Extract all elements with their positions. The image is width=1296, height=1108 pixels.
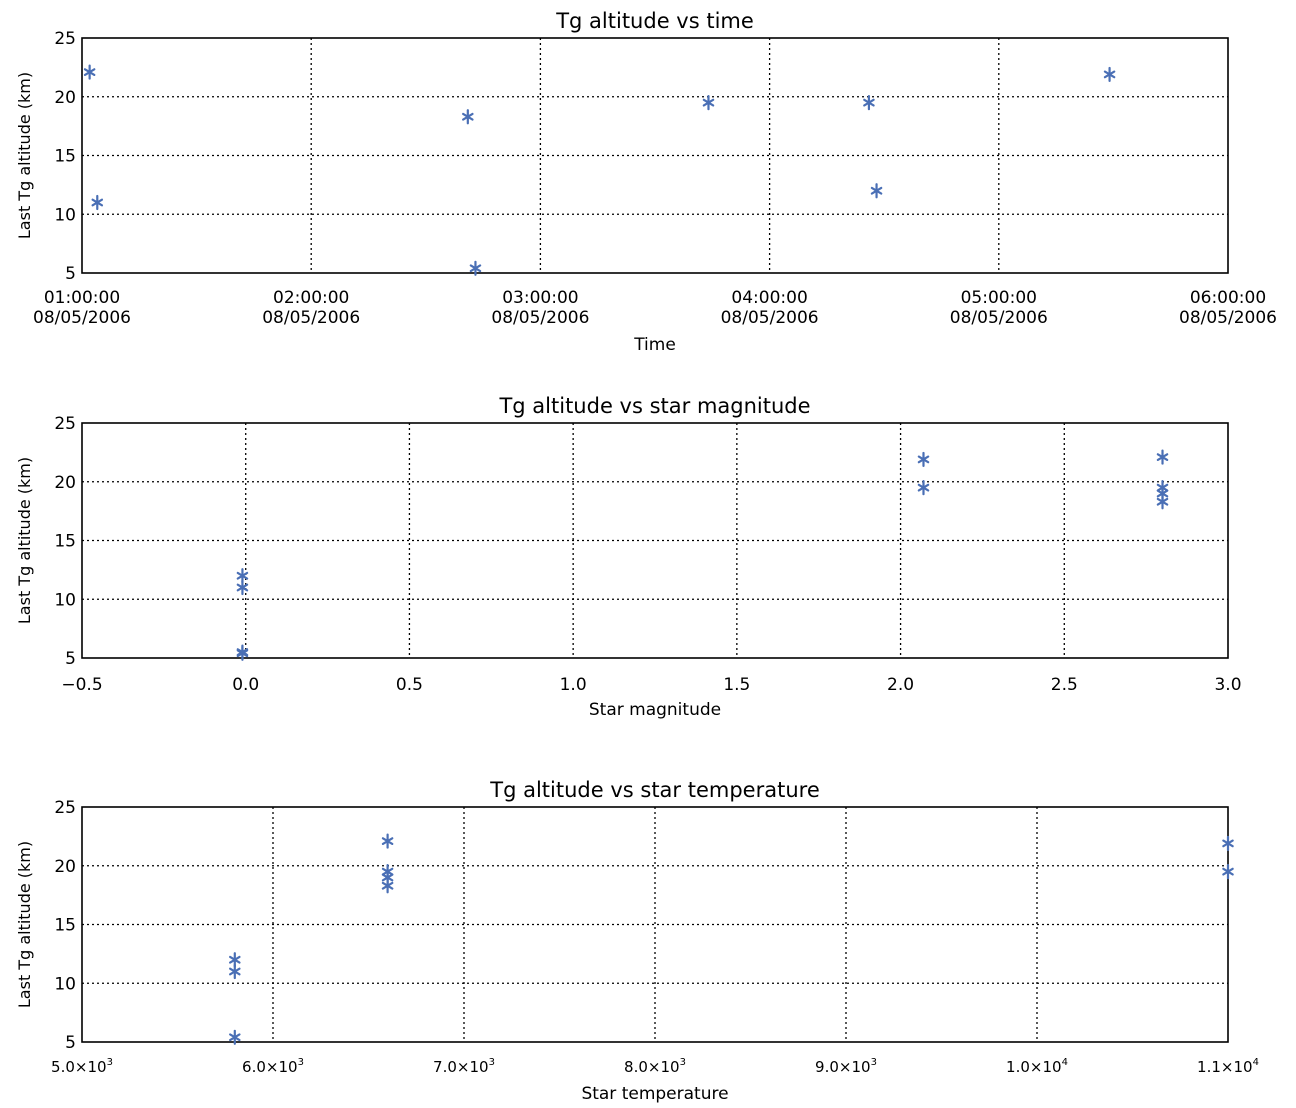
data-point xyxy=(1222,835,1234,852)
chart-title: Tg altitude vs star magnitude xyxy=(498,394,810,418)
data-point xyxy=(469,260,482,276)
data-point xyxy=(917,451,930,468)
x-tick-mantissa: 5.0×10 xyxy=(51,1058,107,1076)
x-tick-exponent: 3 xyxy=(489,1057,495,1068)
y-tick-label: 25 xyxy=(54,414,76,434)
x-tick-label: 5.0×103 xyxy=(51,1057,113,1076)
data-series xyxy=(236,449,1169,661)
chart-panel: Tg altitude vs star magnitude Last Tg alt… xyxy=(15,394,1242,720)
x-tick-label: 8.0×103 xyxy=(624,1057,686,1076)
data-point xyxy=(229,963,241,980)
data-point xyxy=(229,1029,241,1045)
x-tick-exponent: 4 xyxy=(1062,1057,1068,1068)
plot-frame xyxy=(81,37,1229,274)
x-tick-label: 03:00:00 xyxy=(502,288,578,308)
x-axis-label: Star magnitude xyxy=(589,700,721,720)
x-tick-date-label: 08/05/2006 xyxy=(1179,308,1277,328)
x-tick-exponent: 3 xyxy=(107,1057,113,1068)
chart-title: Tg altitude vs time xyxy=(555,9,754,33)
x-tick-label: 2.0 xyxy=(887,675,914,695)
x-tick-mantissa: 9.0×10 xyxy=(815,1058,871,1076)
grid xyxy=(82,38,1228,273)
chart-title: Tg altitude vs star temperature xyxy=(489,778,819,802)
data-point xyxy=(91,194,104,211)
chart-panel: Tg altitude vs star temperature Last Tg a… xyxy=(15,778,1259,1104)
x-tick-mantissa: 7.0×10 xyxy=(433,1058,489,1076)
y-axis-label: Last Tg altitude (km) xyxy=(15,457,34,624)
y-tick-label: 20 xyxy=(54,88,76,108)
x-tick-date-label: 08/05/2006 xyxy=(721,308,819,328)
data-point xyxy=(1103,66,1116,83)
x-tick-label: 1.5 xyxy=(723,675,750,695)
y-axis-label: Last Tg altitude (km) xyxy=(15,841,34,1008)
y-tick-label: 5 xyxy=(65,264,76,284)
data-point xyxy=(1222,864,1234,880)
y-tick-label: 25 xyxy=(54,798,76,818)
data-point xyxy=(462,109,474,125)
y-tick-label: 5 xyxy=(65,1033,76,1053)
y-tick-label: 15 xyxy=(54,532,76,552)
x-tick-label: 06:00:00 xyxy=(1190,288,1266,308)
x-tick-date-label: 08/05/2006 xyxy=(491,308,589,328)
x-tick-label: 2.5 xyxy=(1051,675,1078,695)
x-tick-label: 05:00:00 xyxy=(961,288,1037,308)
data-point xyxy=(236,579,249,596)
x-axis-label: Star temperature xyxy=(581,1084,728,1104)
x-tick-label: 6.0×103 xyxy=(242,1057,304,1076)
x-tick-label: 1.0×104 xyxy=(1006,1057,1068,1076)
x-tick-exponent: 3 xyxy=(871,1057,877,1068)
x-tick-mantissa: 1.0×10 xyxy=(1006,1058,1062,1076)
x-tick-label: 04:00:00 xyxy=(731,288,807,308)
y-tick-label: 15 xyxy=(54,916,76,936)
x-tick-label: 7.0×103 xyxy=(433,1057,495,1076)
x-tick-label: 01:00:00 xyxy=(44,288,120,308)
x-tick-mantissa: 8.0×10 xyxy=(624,1058,680,1076)
data-point xyxy=(236,644,249,660)
y-tick-label: 5 xyxy=(65,649,76,669)
y-tick-label: 20 xyxy=(54,473,76,493)
data-point xyxy=(83,64,96,80)
y-tick-label: 25 xyxy=(54,29,76,49)
grid xyxy=(82,807,1228,1042)
x-tick-label: −0.5 xyxy=(61,675,102,695)
x-tick-label: 0.5 xyxy=(396,675,423,695)
y-tick-label: 10 xyxy=(54,590,76,610)
plot-frame xyxy=(81,806,1229,1043)
x-tick-label: 02:00:00 xyxy=(273,288,349,308)
data-point xyxy=(1156,449,1169,465)
data-series xyxy=(83,64,1116,276)
data-series xyxy=(229,833,1234,1045)
x-tick-label: 1.0 xyxy=(560,675,587,695)
grid xyxy=(82,423,1228,658)
x-tick-date-label: 08/05/2006 xyxy=(33,308,131,328)
data-point xyxy=(381,878,394,894)
x-tick-label: 3.0 xyxy=(1214,675,1241,695)
x-tick-date-label: 08/05/2006 xyxy=(950,308,1048,328)
y-tick-label: 15 xyxy=(54,147,76,167)
x-tick-date-label: 08/05/2006 xyxy=(262,308,360,328)
x-tick-exponent: 4 xyxy=(1253,1057,1259,1068)
data-point xyxy=(1156,494,1169,510)
data-point xyxy=(381,833,394,849)
data-point xyxy=(917,480,930,496)
x-tick-label: 9.0×103 xyxy=(815,1057,877,1076)
y-axis-label: Last Tg altitude (km) xyxy=(15,72,34,239)
y-tick-label: 10 xyxy=(54,205,76,225)
plot-frame xyxy=(81,422,1229,659)
x-tick-label: 0.0 xyxy=(232,675,259,695)
y-tick-label: 20 xyxy=(54,857,76,877)
data-point xyxy=(870,183,883,199)
x-axis-label: Time xyxy=(633,335,676,355)
y-tick-label: 10 xyxy=(54,974,76,994)
x-tick-label: 1.1×104 xyxy=(1197,1057,1259,1076)
chart-panel: Tg altitude vs time Last Tg altitude (km)… xyxy=(15,9,1277,355)
x-tick-mantissa: 1.1×10 xyxy=(1197,1058,1253,1076)
x-tick-exponent: 3 xyxy=(680,1057,686,1068)
x-tick-exponent: 3 xyxy=(298,1057,304,1068)
x-tick-mantissa: 6.0×10 xyxy=(242,1058,298,1076)
data-point xyxy=(702,95,715,111)
data-point xyxy=(863,95,875,111)
